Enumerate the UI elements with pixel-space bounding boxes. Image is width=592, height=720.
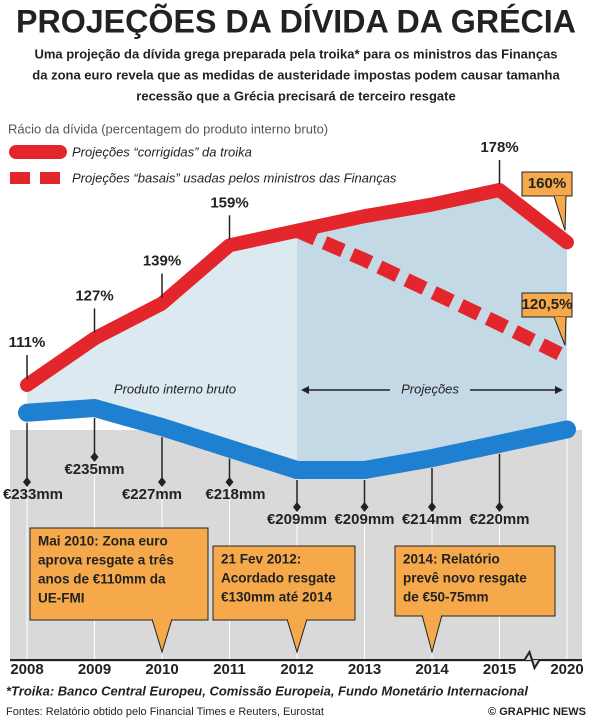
x-tick-label: 2013: [348, 661, 381, 678]
annotation-text: €130mm até 2014: [221, 590, 333, 605]
marker: [158, 477, 166, 487]
subtitle: Uma projeção da dívida grega preparada p…: [34, 46, 557, 61]
pointer: [553, 195, 567, 231]
annotation-box: [29, 527, 209, 621]
debt-line: [294, 224, 571, 364]
x-tick-label: 2011: [213, 661, 246, 678]
marker: [495, 502, 504, 512]
marker: [90, 452, 99, 462]
gdp-line: [18, 399, 576, 479]
data-label: 139%: [143, 252, 181, 269]
data-label: 120,5%: [522, 296, 573, 313]
marker: [23, 477, 31, 487]
annotation-text: 21 Fev 2012:: [221, 552, 301, 567]
data-label: €233mm: [3, 486, 63, 503]
data-label: €209mm: [334, 511, 394, 528]
axis-break: [523, 649, 541, 671]
x-tick-label: 2009: [78, 661, 111, 678]
x-tick-label: 2015: [483, 661, 516, 678]
data-label: €235mm: [64, 461, 124, 478]
annotation-pointer: [421, 614, 443, 654]
annotation-cover: [288, 618, 306, 621]
data-label: 127%: [75, 287, 113, 304]
annotation-text: prevê novo resgate: [403, 571, 527, 586]
label-bg: [390, 380, 470, 400]
legend-label: Projeções “basais” usadas pelos ministro…: [72, 170, 397, 185]
annotation-cover: [153, 618, 171, 621]
data-label: €220mm: [469, 511, 529, 528]
annotation-text: de €50-75mm: [403, 590, 489, 605]
debt-line: [20, 183, 574, 392]
series-label: Produto interno bruto: [114, 381, 236, 396]
annotation-text: UE-FMI: [38, 591, 85, 606]
axis-label: Rácio da dívida (percentagem do produto …: [8, 121, 328, 136]
footnote: *Troika: Banco Central Europeu, Comissão…: [6, 683, 528, 698]
data-label: 178%: [480, 139, 518, 156]
annotation-pointer: [151, 618, 173, 654]
x-tick-label: 2012: [280, 661, 313, 678]
marker: [225, 477, 234, 487]
subtitle: da zona euro revela que as medidas de au…: [32, 67, 560, 82]
label-box: [521, 292, 573, 318]
data-label: 111%: [9, 334, 46, 351]
label-box: [521, 171, 573, 197]
annotation-pointer: [286, 618, 308, 654]
annotation-text: Mai 2010: Zona euro: [38, 534, 168, 549]
source: Fontes: Relatório obtido pelo Financial …: [6, 706, 324, 718]
pointer: [553, 316, 567, 346]
credit: © GRAPHIC NEWS: [488, 706, 586, 718]
marker: [293, 502, 301, 512]
data-label: €227mm: [122, 486, 182, 503]
annotation-cover: [423, 614, 441, 617]
x-tick-label: 2014: [415, 661, 449, 678]
annotation-text: anos de €110mm da: [38, 572, 166, 587]
data-label: €214mm: [402, 511, 462, 528]
annotation-text: aprova resgate a três: [38, 553, 174, 568]
data-label: €218mm: [205, 486, 265, 503]
x-tick-label: 2008: [10, 661, 43, 678]
x-tick-label: 2010: [145, 661, 178, 678]
projection-label: Projeções: [401, 381, 459, 396]
marker: [428, 502, 436, 512]
title: PROJEÇÕES DA DÍVIDA DA GRÉCIA: [16, 3, 576, 39]
legend-label: Projeções “corrigidas” da troika: [72, 144, 252, 159]
annotation-box: [212, 545, 356, 621]
data-label: 160%: [528, 175, 566, 192]
x-tick-label: 2020: [550, 661, 583, 678]
annotation-text: 2014: Relatório: [403, 552, 500, 567]
subtitle: recessão que a Grécia precisará de terce…: [136, 88, 455, 103]
marker: [360, 502, 369, 512]
annotation-box: [394, 545, 556, 617]
data-label: €209mm: [267, 511, 327, 528]
annotation-text: Acordado resgate: [221, 571, 336, 586]
data-label: 159%: [210, 194, 248, 211]
